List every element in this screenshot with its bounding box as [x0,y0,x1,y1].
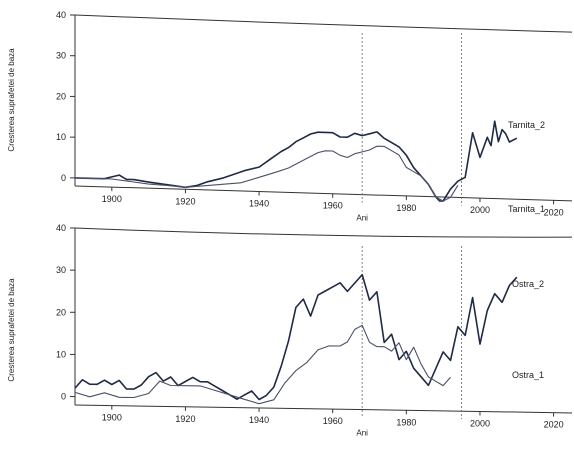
plot-frame-top [74,14,573,33]
x-tick-label: 1940 [249,199,269,209]
y-tick-label: 20 [56,307,66,317]
x-axis [74,185,573,202]
y-tick-label: 0 [61,392,66,402]
x-tick-label: 2000 [470,205,490,215]
y-tick-label: 30 [56,265,66,275]
x-axis [74,404,573,414]
series-line-ostra-1 [74,324,451,405]
series-label: Ostra_1 [512,370,544,380]
y-tick-label: 20 [56,91,66,101]
x-tick-label: 1960 [323,416,343,426]
y-tick-label: 10 [56,132,66,142]
y-tick-label: 10 [56,349,66,359]
x-tick-label: 1900 [102,194,122,204]
x-axis-title: Ani [356,214,368,223]
series-label: Tarnita_1 [508,204,545,214]
x-tick-label: 1960 [323,201,343,211]
y-tick-label: 40 [56,223,66,233]
x-tick-label: 1920 [175,196,195,206]
x-tick-label: 2020 [544,207,564,217]
y-axis-title: Cresterea suprafetei de baza [7,48,16,152]
chart-panel-1: 0 10 20 30 40 1900 1920 1940 1960 1980 2000 2020 Ani… [7,10,573,223]
series-line-ostra-2 [74,273,518,401]
plot-frame-top [74,227,573,238]
series-label: Ostra_2 [512,279,544,289]
x-tick-label: 1940 [249,415,269,425]
x-axis-title: Ani [356,429,368,438]
x-tick-label: 2000 [470,418,490,428]
x-tick-label: 2020 [544,420,564,430]
y-axis-title: Cresterea suprafetei de baza [7,278,16,382]
x-tick-label: 1900 [102,413,122,423]
y-tick-label: 0 [61,173,66,183]
series-label: Tarnita_2 [508,120,545,130]
x-tick-label: 1980 [396,417,416,427]
chart-panel-2: 0 10 20 30 40 1900 1920 1940 1960 1980 2000 2020 Ani… [7,223,573,438]
x-tick-label: 1920 [175,414,195,424]
series-line-tarnita-1 [74,145,459,202]
x-tick-label: 1980 [396,203,416,213]
series-line-tarnita-2 [74,120,518,202]
y-tick-label: 40 [56,10,66,20]
y-tick-label: 30 [56,51,66,61]
